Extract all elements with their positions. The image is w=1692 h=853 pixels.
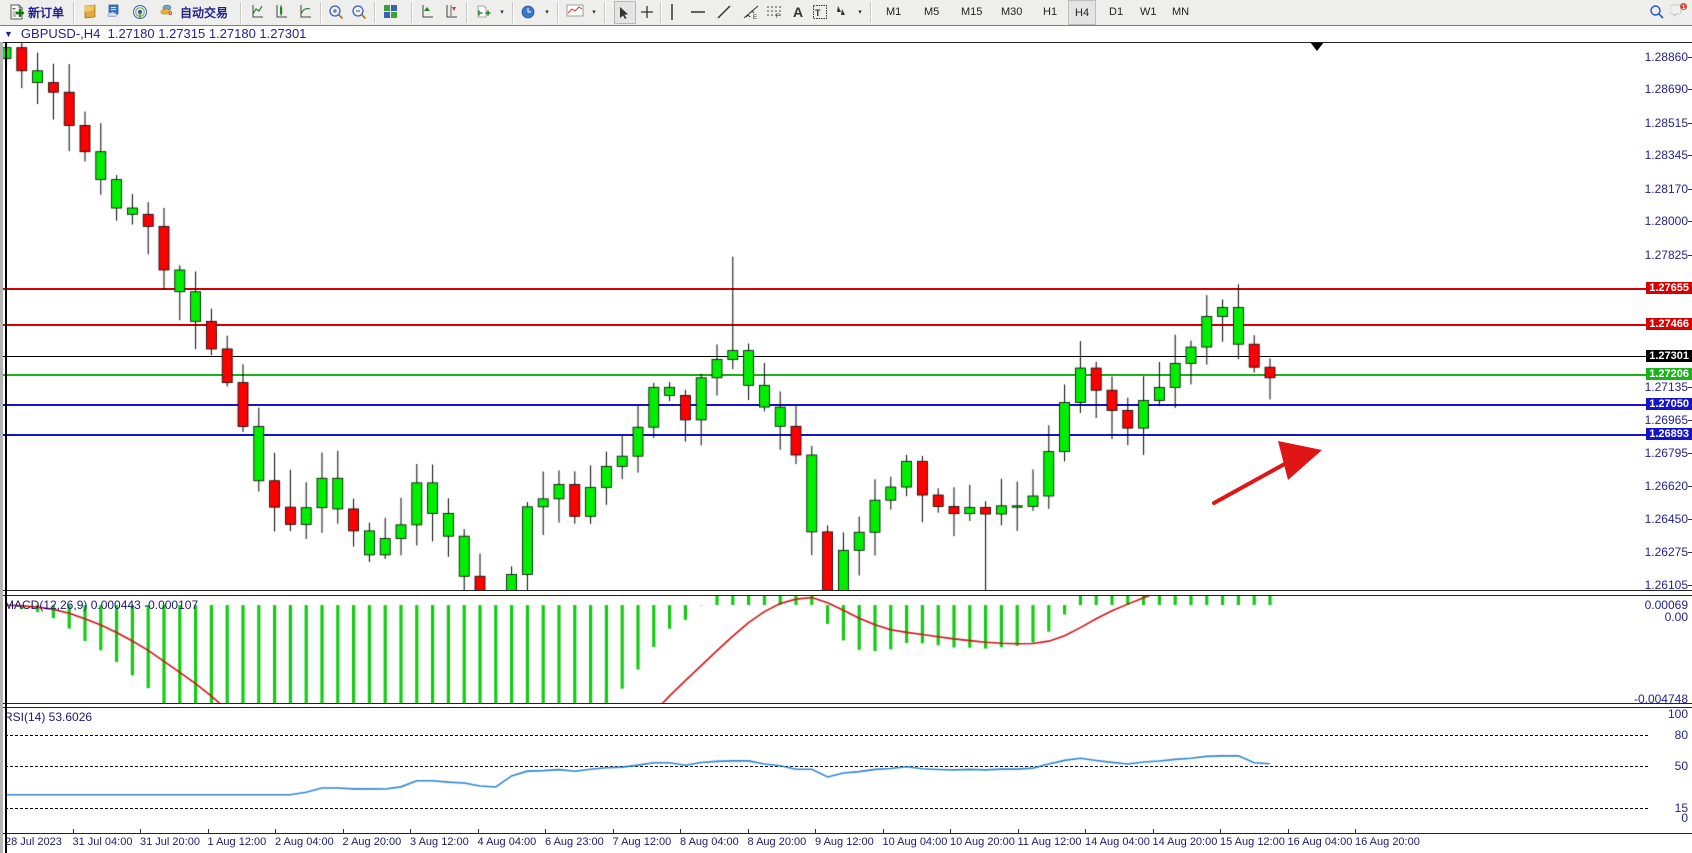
- svg-text:T: T: [815, 8, 821, 18]
- svg-text:E: E: [753, 15, 757, 20]
- svg-text:F: F: [776, 14, 780, 18]
